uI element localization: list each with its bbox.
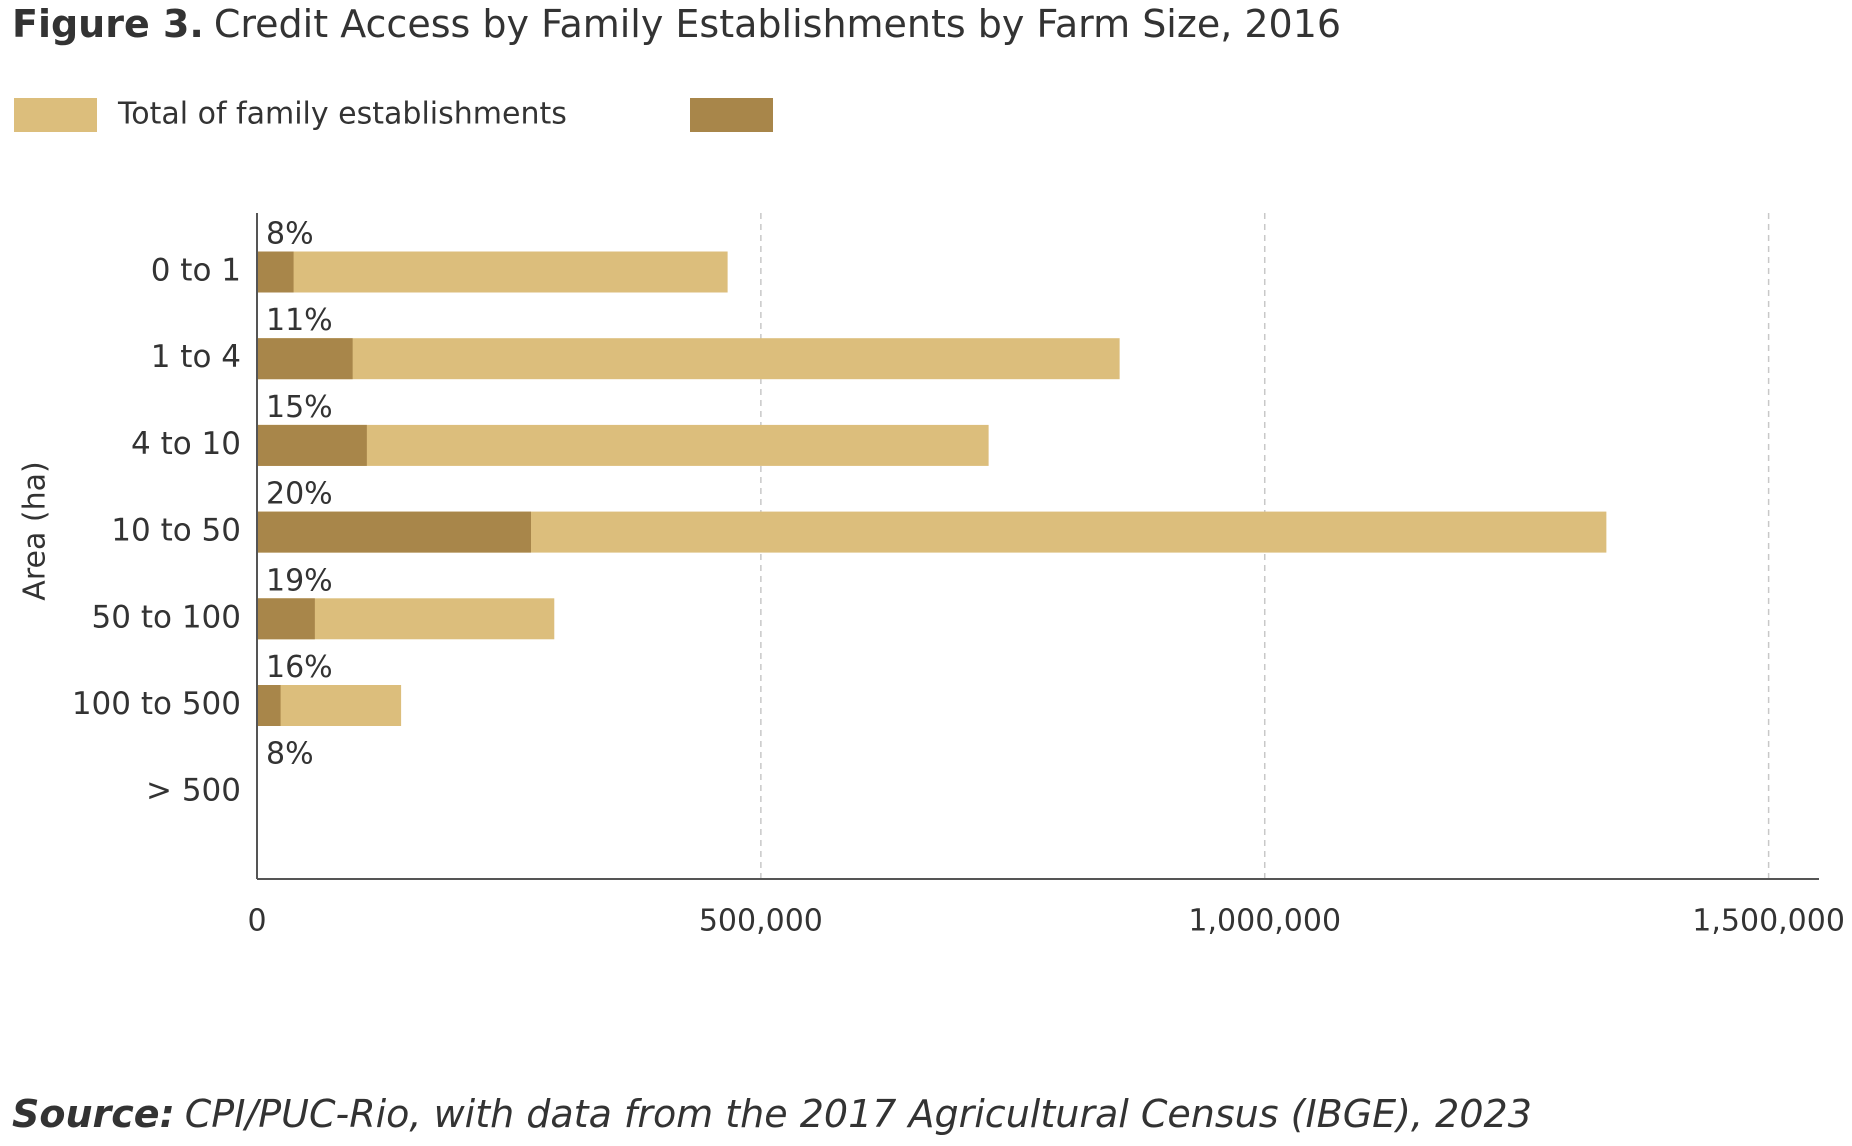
bar <box>257 424 367 466</box>
y-tick-label: 50 to 100 <box>92 599 241 635</box>
y-axis-label: Area (ha) <box>18 461 53 600</box>
bar <box>257 685 402 726</box>
bar <box>257 251 294 293</box>
bar <box>257 338 353 380</box>
y-tick-label: 4 to 10 <box>131 426 241 462</box>
bar <box>257 338 1120 380</box>
share-label: 19% <box>266 563 333 598</box>
y-tick-label: 1 to 4 <box>151 339 241 375</box>
share-label: 16% <box>266 650 333 685</box>
source-note: Source: CPI/PUC-Rio, with data from the 2… <box>12 1092 1532 1136</box>
title-text: Credit Access by Family Establishments b… <box>214 2 1341 46</box>
bar <box>257 251 728 293</box>
bar <box>257 511 532 553</box>
x-tick-label: 500,000 <box>699 904 823 939</box>
source-label: Source: <box>12 1092 175 1136</box>
y-tick-label: 10 to 50 <box>111 513 241 549</box>
legend-swatch <box>690 98 773 132</box>
share-label: 11% <box>266 303 333 338</box>
share-label: 20% <box>266 477 333 512</box>
share-label: 8% <box>266 737 314 772</box>
y-tick-label: > 500 <box>146 773 241 809</box>
chart-title: Figure 3. Credit Access by Family Establi… <box>12 2 1341 46</box>
y-tick-label: 100 to 500 <box>72 686 241 722</box>
share-label: 15% <box>266 390 333 425</box>
bar <box>257 424 989 466</box>
bar <box>257 598 315 640</box>
x-tick-label: 1,000,000 <box>1188 904 1341 939</box>
source-text: CPI/PUC-Rio, with data from the 2017 Agr… <box>185 1092 1532 1136</box>
legend-swatch <box>14 98 97 132</box>
legend-label: Total of family establishments <box>117 97 567 132</box>
title-label: Figure 3. <box>12 2 204 46</box>
bar <box>257 685 281 726</box>
share-label: 8% <box>266 217 314 252</box>
x-tick-label: 1,500,000 <box>1692 904 1845 939</box>
x-tick-label: 0 <box>247 904 266 939</box>
y-tick-label: 0 to 1 <box>151 253 241 289</box>
